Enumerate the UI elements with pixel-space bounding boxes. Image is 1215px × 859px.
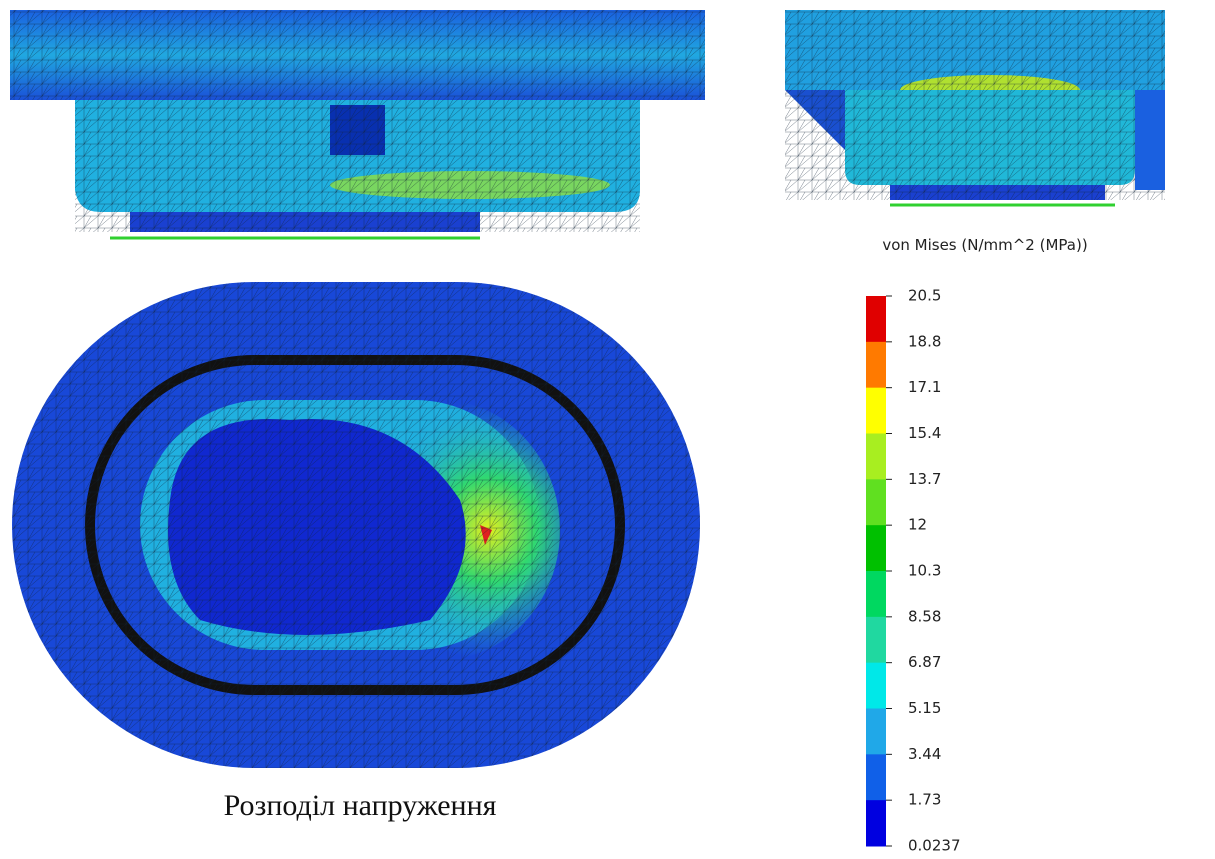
tick-label: 17.1 <box>908 378 941 396</box>
tick-label: 6.87 <box>908 653 941 671</box>
tick-label: 3.44 <box>908 745 941 763</box>
color-band <box>866 434 886 480</box>
front-view <box>785 10 1165 205</box>
tick-label: 18.8 <box>908 332 941 350</box>
legend-title: von Mises (N/mm^2 (MPa)) <box>882 236 1087 254</box>
tick-label: 12 <box>908 516 927 534</box>
color-band <box>866 617 886 663</box>
top-view <box>12 282 700 768</box>
color-band <box>866 709 886 755</box>
tick-label: 20.5 <box>908 287 941 305</box>
color-band <box>866 342 886 388</box>
color-band <box>866 663 886 709</box>
color-band <box>866 388 886 434</box>
color-band <box>866 800 886 846</box>
color-bar: 20.5 18.8 17.1 15.4 13.7 12 10.3 8.58 6.87 5.15 3.… <box>866 287 961 855</box>
tick-label: 0.0237 <box>908 837 961 855</box>
tick-label: 8.58 <box>908 607 941 625</box>
figure: von Mises (N/mm^2 (MPa)) Розподіл напруж… <box>0 0 1215 859</box>
page: von Mises (N/mm^2 (MPa)) Розподіл напруж… <box>0 0 1215 859</box>
color-band <box>866 479 886 525</box>
tick-label: 15.4 <box>908 424 941 442</box>
tick-label: 5.15 <box>908 699 941 717</box>
color-band <box>866 571 886 617</box>
tick-label: 10.3 <box>908 562 941 580</box>
caption: Розподіл напруження <box>224 789 497 822</box>
side-view <box>0 10 720 240</box>
color-band <box>866 754 886 800</box>
color-band <box>866 296 886 342</box>
tick-label: 13.7 <box>908 470 941 488</box>
color-band <box>866 525 886 571</box>
tick-label: 1.73 <box>908 791 941 809</box>
